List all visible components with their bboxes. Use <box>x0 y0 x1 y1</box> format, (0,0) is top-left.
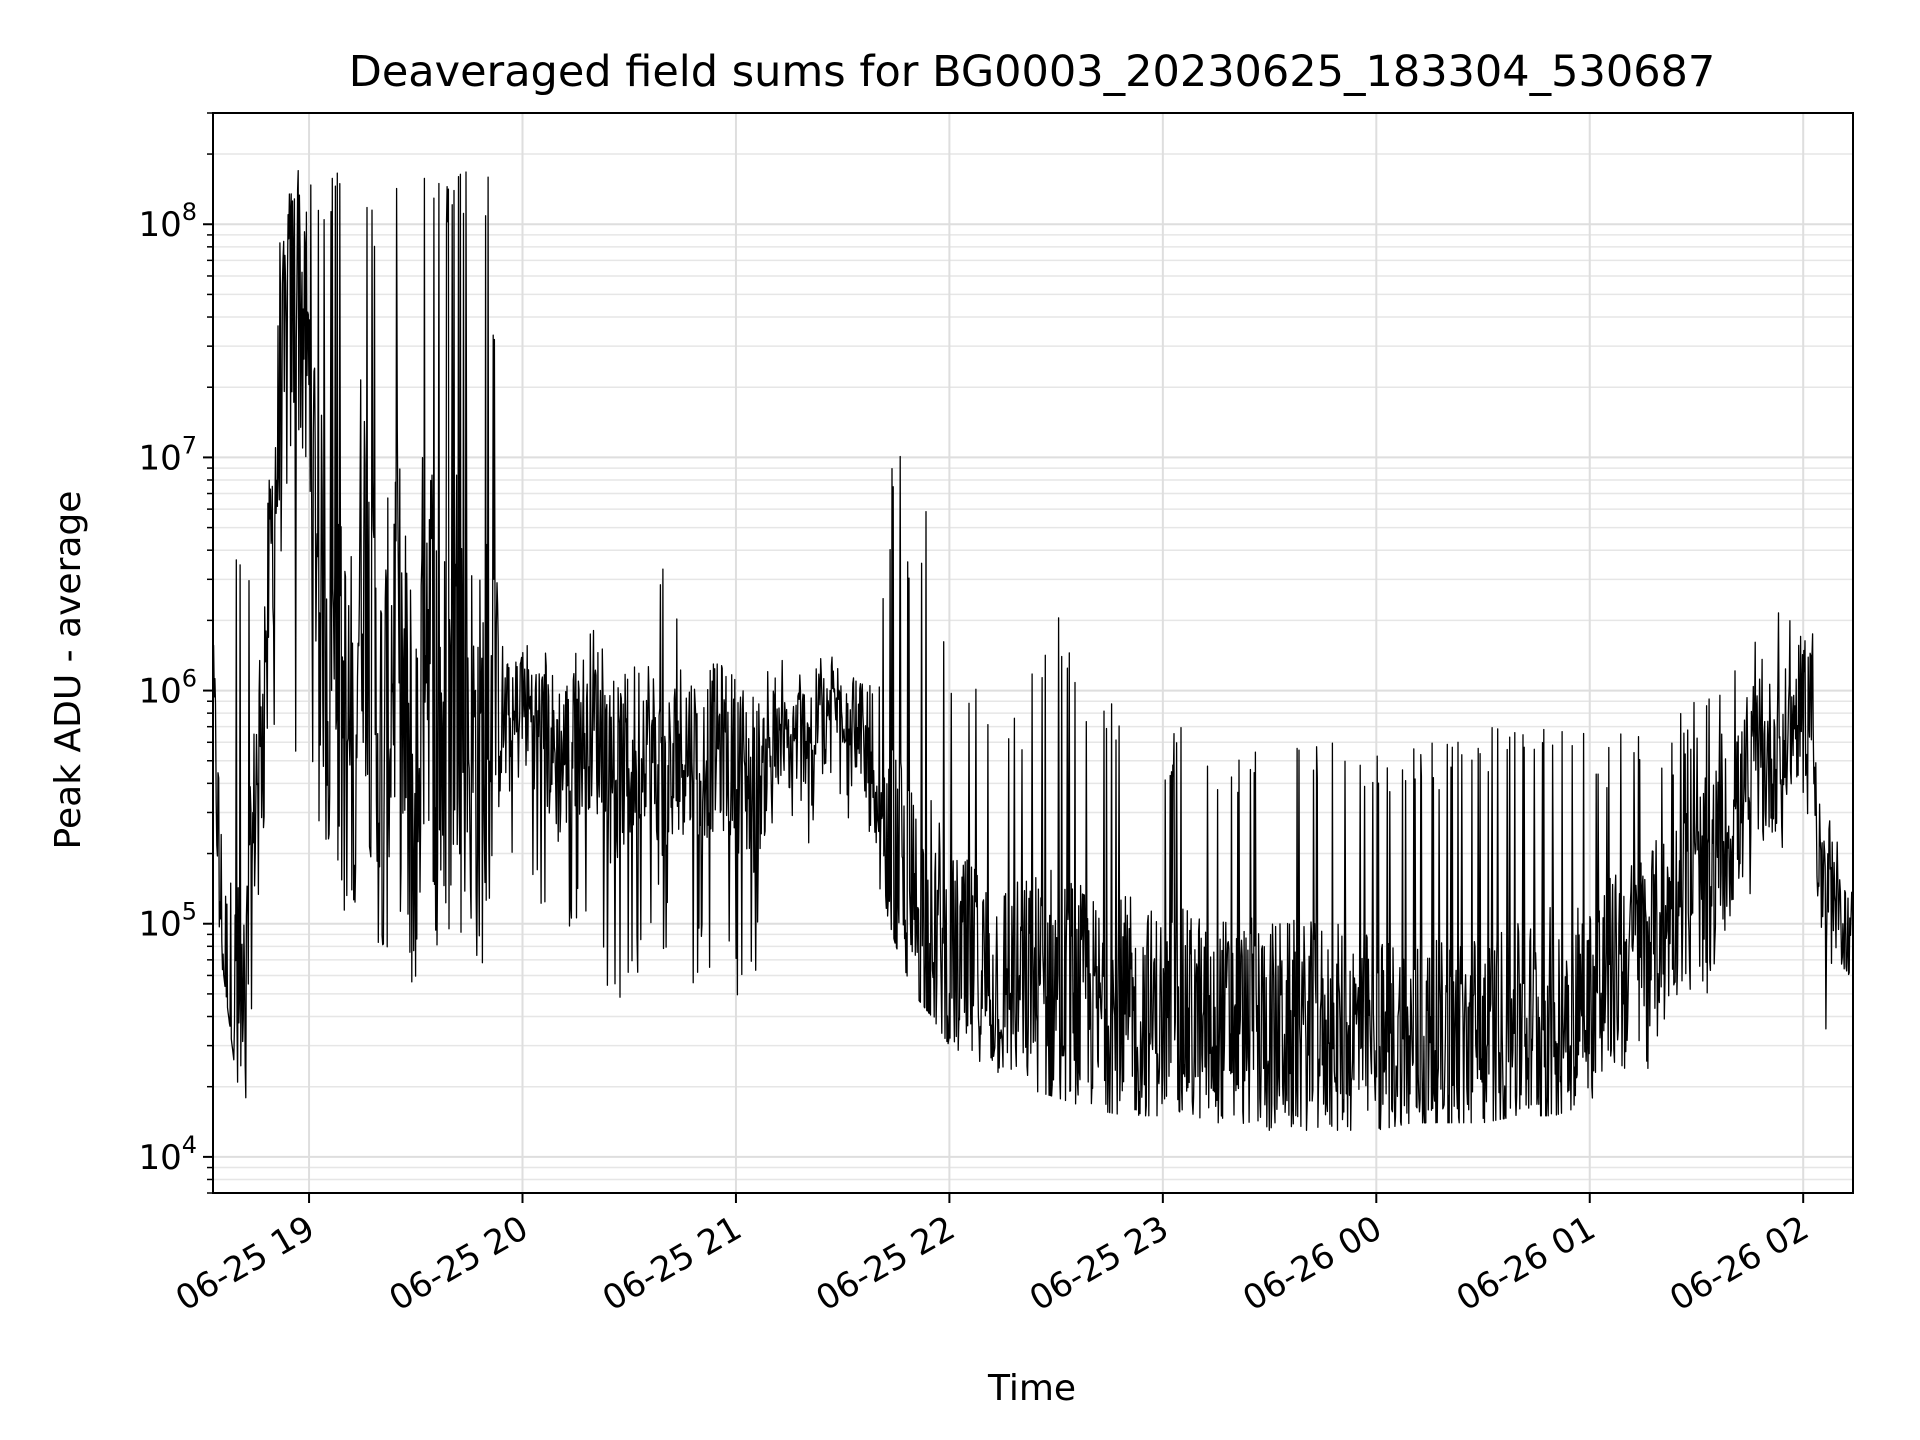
y-tick-label: 105 <box>138 898 197 945</box>
y-axis: 104 105 106 107 108 <box>138 112 213 1194</box>
x-tick-label: 06-26 00 <box>1236 1208 1388 1319</box>
y-tick-label: 106 <box>138 665 197 712</box>
x-tick-label: 06-26 02 <box>1663 1208 1815 1319</box>
x-tick-label: 06-25 19 <box>169 1208 321 1319</box>
y-tick-label: 104 <box>138 1131 197 1178</box>
plot-frame <box>212 112 1854 1194</box>
x-tick-label: 06-25 20 <box>383 1208 535 1319</box>
x-tick-label: 06-25 23 <box>1023 1208 1175 1319</box>
y-tick-label: 107 <box>138 431 197 478</box>
x-axis-label: Time <box>987 1368 1076 1409</box>
chart-title: Deaveraged field sums for BG0003_2023062… <box>349 47 1716 97</box>
data-layer <box>212 169 1854 1131</box>
y-axis-label: Peak ADU - average <box>48 491 89 850</box>
x-axis: 06-25 19 06-25 20 06-25 21 06-25 22 06-25 23… <box>169 1193 1816 1319</box>
x-tick-label: 06-25 21 <box>596 1208 748 1319</box>
x-tick-label: 06-25 22 <box>810 1208 962 1319</box>
x-tick-label: 06-26 01 <box>1450 1208 1602 1319</box>
series-line <box>212 169 1854 1131</box>
y-tick-label: 108 <box>138 198 197 245</box>
